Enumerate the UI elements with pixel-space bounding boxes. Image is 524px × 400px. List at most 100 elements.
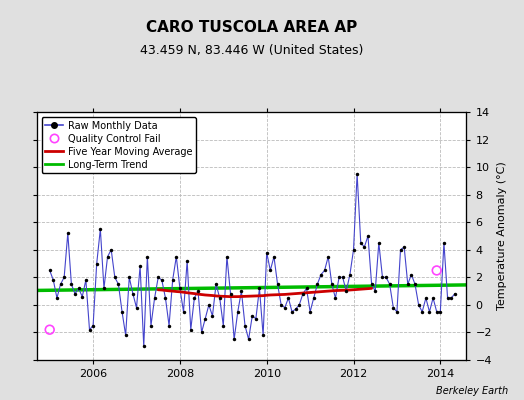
Point (226, 291, 235, 297)
Point (93, 260, 101, 267)
Point (53, 295, 61, 301)
Point (263, 249, 271, 256)
Point (396, 246, 405, 253)
Point (339, 274, 347, 280)
Point (407, 271, 416, 278)
Point (252, 316, 260, 322)
Point (403, 281, 412, 288)
Point (100, 285, 108, 292)
Point (201, 316, 210, 322)
Point (451, 291, 459, 297)
Point (389, 304, 398, 311)
Point (49, 277, 58, 283)
Point (281, 304, 289, 311)
Point (400, 244, 408, 250)
Point (331, 295, 340, 301)
Point (230, 336, 238, 342)
Point (169, 277, 177, 283)
Point (208, 313, 216, 319)
Point (255, 285, 264, 292)
Point (136, 263, 144, 270)
Point (350, 246, 358, 253)
Point (212, 281, 220, 288)
Point (436, 308, 444, 315)
Point (85, 326, 94, 333)
Point (353, 171, 362, 177)
Point (237, 288, 246, 294)
Point (205, 302, 213, 308)
Point (313, 281, 322, 288)
Point (335, 274, 343, 280)
Point (270, 254, 278, 260)
Point (418, 308, 427, 315)
Point (447, 295, 455, 301)
Point (244, 336, 253, 342)
Point (215, 295, 224, 301)
Point (118, 308, 126, 315)
Point (411, 281, 419, 288)
Text: CARO TUSCOLA AREA AP: CARO TUSCOLA AREA AP (146, 20, 357, 35)
Point (71, 291, 79, 297)
Point (234, 308, 242, 315)
Point (183, 258, 191, 264)
Point (277, 302, 286, 308)
Legend: Raw Monthly Data, Quality Control Fail, Five Year Moving Average, Long-Term Tren: Raw Monthly Data, Quality Control Fail, … (41, 117, 196, 173)
Point (392, 308, 401, 315)
Point (165, 322, 173, 329)
Point (179, 308, 188, 315)
Point (114, 281, 123, 288)
Point (154, 274, 162, 280)
Point (129, 291, 137, 297)
Point (320, 267, 329, 274)
Point (382, 274, 390, 280)
Point (241, 322, 249, 329)
Point (324, 254, 332, 260)
Point (111, 274, 119, 280)
Point (429, 295, 437, 301)
Point (386, 281, 394, 288)
Point (63, 230, 72, 236)
Point (219, 322, 227, 329)
Point (425, 308, 434, 315)
Point (194, 288, 202, 294)
Point (161, 295, 170, 301)
Point (139, 343, 148, 350)
Point (147, 322, 155, 329)
Point (187, 326, 195, 333)
Point (440, 240, 448, 246)
Point (378, 274, 387, 280)
Point (198, 329, 206, 336)
Point (310, 295, 318, 301)
Point (291, 306, 300, 312)
Point (342, 288, 351, 294)
Point (223, 254, 231, 260)
Point (150, 295, 159, 301)
Point (266, 267, 275, 274)
Point (46, 267, 54, 274)
Point (443, 295, 452, 301)
Point (432, 308, 441, 315)
Point (89, 322, 97, 329)
Point (299, 291, 307, 297)
Point (67, 281, 75, 288)
Point (103, 254, 112, 260)
Point (422, 295, 430, 301)
Point (143, 254, 151, 260)
Point (248, 313, 256, 319)
Point (364, 233, 372, 239)
Point (133, 304, 141, 311)
Point (190, 295, 199, 301)
Point (288, 308, 296, 315)
Point (158, 277, 166, 283)
Point (57, 281, 65, 288)
Point (295, 302, 303, 308)
Point (346, 271, 354, 278)
Point (78, 294, 86, 300)
Point (375, 240, 383, 246)
Point (432, 267, 441, 274)
Point (317, 271, 325, 278)
Point (306, 308, 314, 315)
Point (82, 277, 90, 283)
Point (176, 285, 184, 292)
Point (96, 226, 105, 232)
